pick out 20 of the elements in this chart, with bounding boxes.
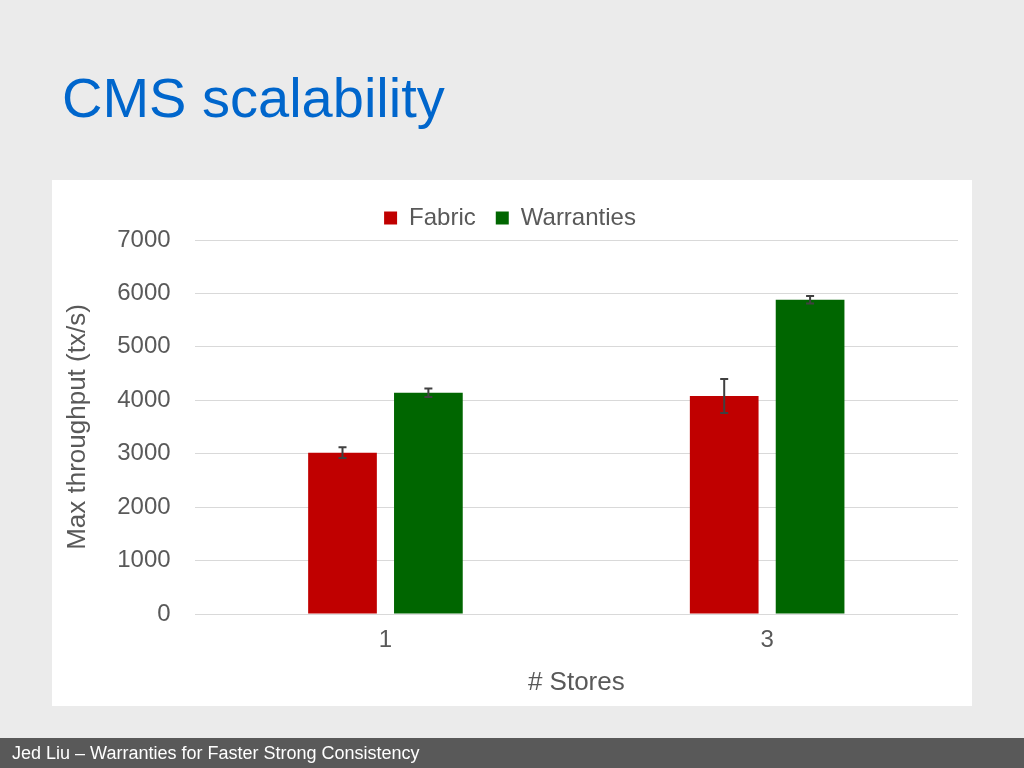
y-tick-label: 7000: [117, 224, 171, 252]
x-tick-label: 1: [378, 625, 393, 653]
bar: [394, 392, 463, 614]
y-tick-label: 2000: [117, 491, 171, 519]
y-axis-title: Max throughput (tx/s): [60, 304, 91, 550]
y-tick-label: 4000: [117, 384, 171, 412]
text: Jed Liu – Warranties for Faster Strong Consistency: [0, 738, 1024, 768]
bar: [689, 396, 759, 614]
chart-title: CMS scalability: [62, 65, 445, 131]
y-tick-label: 0: [157, 598, 171, 626]
x-axis-title: # Stores: [527, 665, 625, 696]
y-tick-label: 1000: [117, 545, 171, 573]
bar: [308, 452, 377, 614]
x-tick-label: 3: [760, 625, 774, 653]
legend-label: Warranties: [520, 202, 636, 230]
y-tick-label: 6000: [117, 278, 171, 306]
legend-label: Fabric: [409, 202, 476, 230]
y-tick-label: 3000: [117, 438, 171, 466]
y-tick-label: 5000: [117, 331, 171, 359]
bar: [775, 299, 845, 614]
